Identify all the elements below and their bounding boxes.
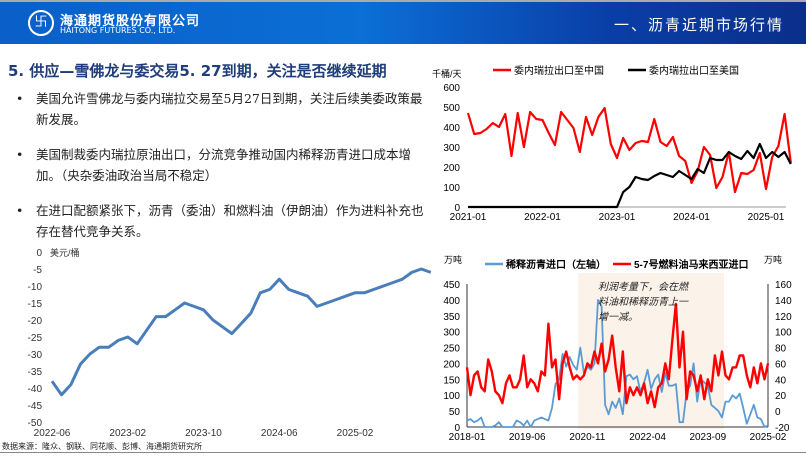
y-tick-label: 400 xyxy=(443,123,460,134)
y-left-tick-label: 150 xyxy=(443,375,460,386)
y-right-tick-label: -20 xyxy=(775,423,790,434)
y-tick-label: -15 xyxy=(28,299,43,310)
y-left-tick-label: 0 xyxy=(454,423,460,434)
y-right-tick-label: 60 xyxy=(775,359,787,370)
y-tick-label: -35 xyxy=(28,367,43,378)
annotation-text-line: 料油和稀释沥青上一 xyxy=(598,296,689,308)
y-right-tick-label: 140 xyxy=(775,296,792,307)
y-left-tick-label: 200 xyxy=(443,359,460,370)
y-left-tick-label: 400 xyxy=(443,296,460,307)
bullet-item: 美国允许雪佛龙与委内瑞拉交易至5月27日到期，关注后续美委政策最新发展。 xyxy=(16,88,424,130)
legend-label: 稀释沥青进口（左轴） xyxy=(506,258,606,271)
x-tick-label: 2025-02 xyxy=(750,432,787,443)
series-line-1 xyxy=(468,142,792,209)
x-tick-label: 2024-06 xyxy=(261,428,298,439)
bullet-item: 美国制裁委内瑞拉原油出口，分流竞争推动国内稀释沥青进口成本增加。（央杂委油政治当… xyxy=(16,144,424,186)
x-tick-label: 2023-01 xyxy=(599,212,636,223)
header-banner: 卐 海通期货股份有限公司 HAITONG FUTURES CO., LTD. 一… xyxy=(0,0,806,44)
x-tick-label: 2025-01 xyxy=(748,212,785,223)
y-left-tick-label: 450 xyxy=(443,280,460,291)
y-tick-label: 500 xyxy=(443,103,460,114)
y-left-unit: 万吨 xyxy=(444,254,462,265)
y-tick-label: 0 xyxy=(454,203,460,214)
y-tick-label: 100 xyxy=(443,183,460,194)
y-axis-unit: 美元/桶 xyxy=(50,247,80,258)
y-tick-label: -50 xyxy=(28,418,43,429)
y-axis-unit: 千桶/天 xyxy=(432,68,462,79)
legend-label: 5-7号燃料油马来西亚进口 xyxy=(634,258,748,271)
divider xyxy=(0,452,806,453)
y-left-tick-label: 300 xyxy=(443,328,460,339)
section-title: 一、沥青近期市场行情 xyxy=(613,16,784,34)
y-tick-label: -20 xyxy=(28,316,43,327)
x-tick-label: 2025-02 xyxy=(337,428,374,439)
company-name-cn: 海通期货股份有限公司 xyxy=(60,14,201,29)
x-tick-label: 2022-01 xyxy=(524,212,561,223)
y-tick-label: 300 xyxy=(443,143,460,154)
spread-series-line xyxy=(50,267,432,397)
haitong-logo-icon: 卐 xyxy=(28,10,54,36)
x-tick-label: 2022-04 xyxy=(629,432,666,443)
y-right-tick-label: 160 xyxy=(775,280,792,291)
y-tick-label: 0 xyxy=(36,248,42,259)
legend-label: 委内瑞拉出口至中国 xyxy=(514,64,604,77)
x-tick-label: 2020-11 xyxy=(569,432,605,443)
y-left-tick-label: 100 xyxy=(443,391,460,402)
y-tick-label: 200 xyxy=(443,163,460,174)
x-tick-label: 2023-10 xyxy=(185,428,222,439)
y-right-tick-label: 20 xyxy=(775,391,787,402)
x-tick-label: 2023-02 xyxy=(109,428,146,439)
y-left-tick-label: 50 xyxy=(449,407,461,418)
y-tick-label: -45 xyxy=(28,401,43,412)
bullet-item: 在进口配额紧张下，沥青（委油）和燃料油（伊朗油）作为进料补充也存在替代竞争关系。 xyxy=(16,200,424,242)
y-tick-label: 600 xyxy=(443,83,460,94)
x-tick-label: 2022-06 xyxy=(34,428,71,439)
x-tick-label: 2023-09 xyxy=(689,432,726,443)
x-tick-label: 2024-01 xyxy=(673,212,710,223)
y-tick-label: -10 xyxy=(28,282,43,293)
x-tick-label: 2019-06 xyxy=(509,432,546,443)
annotation-text-line: 增一减。 xyxy=(598,311,638,323)
series-line-1 xyxy=(465,302,770,409)
y-right-tick-label: 100 xyxy=(775,328,792,339)
series-line-0 xyxy=(466,106,792,194)
y-right-tick-label: 120 xyxy=(775,312,792,323)
x-tick-label: 2021-01 xyxy=(450,212,487,223)
y-right-tick-label: 40 xyxy=(775,375,787,386)
y-right-tick-label: 0 xyxy=(775,407,781,418)
y-right-tick-label: 80 xyxy=(775,344,787,355)
y-right-unit: 万吨 xyxy=(764,254,782,265)
annotation-text-line: 利润考量下，会在燃 xyxy=(598,281,690,293)
slide-title: 5. 供应—雪佛龙与委交易5. 27到期，关注是否继续延期 xyxy=(8,62,387,80)
series-line-0 xyxy=(466,298,769,428)
legend-label: 委内瑞拉出口至美国 xyxy=(649,64,739,77)
bullet-list: 美国允许雪佛龙与委内瑞拉交易至5月27日到期，关注后续美委政策最新发展。 美国制… xyxy=(16,88,424,256)
y-left-tick-label: 350 xyxy=(443,312,460,323)
y-tick-label: -5 xyxy=(33,265,42,276)
company-name-en: HAITONG FUTURES CO., LTD. xyxy=(60,26,176,35)
y-left-tick-label: 250 xyxy=(443,344,460,355)
y-tick-label: -30 xyxy=(28,350,43,361)
x-tick-label: 2018-01 xyxy=(449,432,486,443)
y-tick-label: -40 xyxy=(28,384,43,395)
data-source: 数据来源：隆众、钢联、同花顺、彭博、海通期货研究所 xyxy=(2,442,202,451)
y-tick-label: -25 xyxy=(28,333,43,344)
